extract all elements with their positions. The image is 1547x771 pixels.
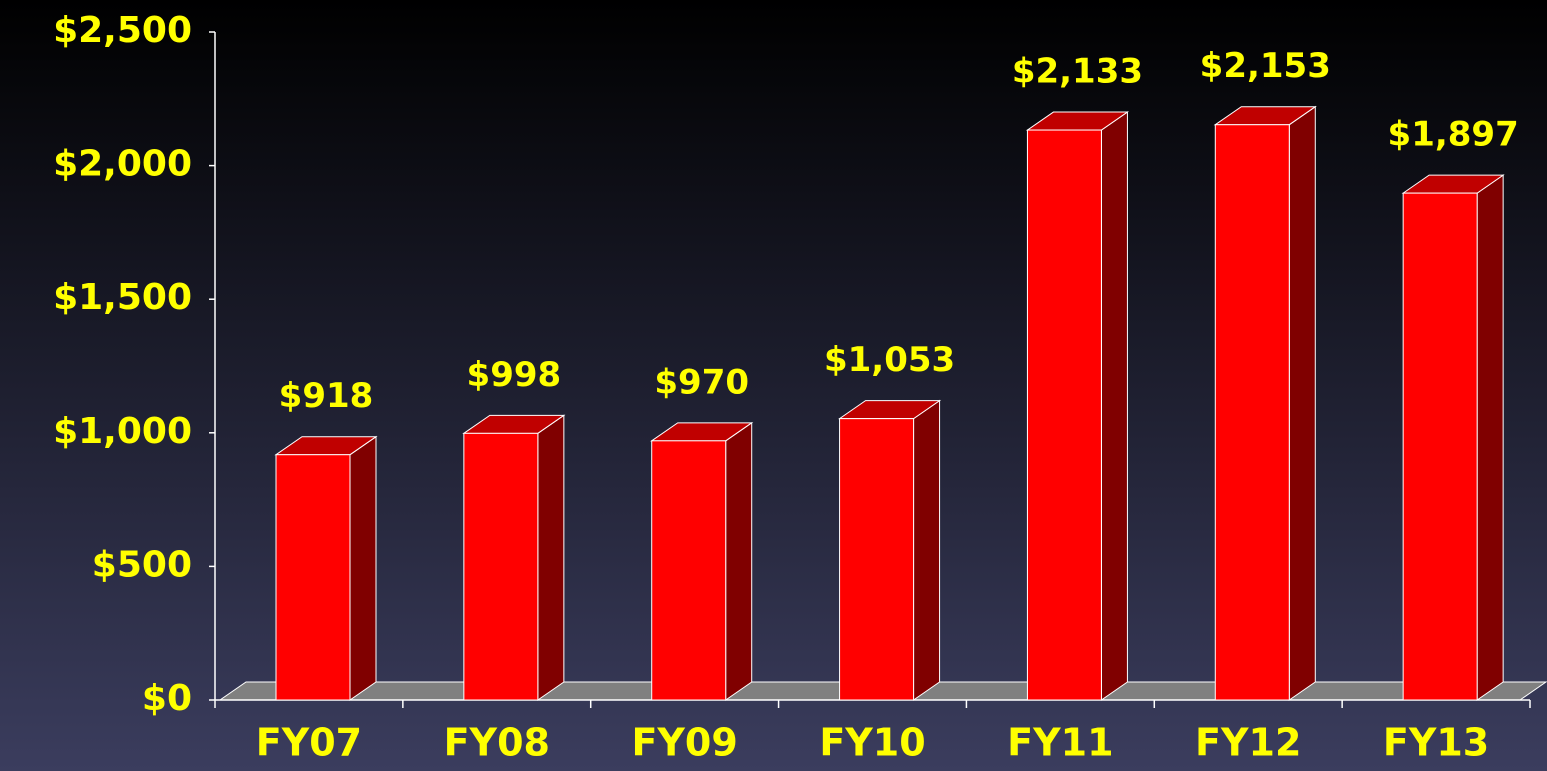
bar [837, 399, 942, 701]
bar [1213, 105, 1317, 701]
value-label: $1,897 [1388, 115, 1519, 155]
bar-side [913, 399, 941, 701]
y-tick-label: $2,000 [53, 144, 192, 185]
bar-front [1402, 192, 1478, 701]
bar [462, 414, 566, 701]
bar-side [537, 414, 565, 701]
bar-front [839, 418, 915, 701]
bar-front [1214, 124, 1290, 701]
bar-side [349, 435, 377, 701]
bar-front [651, 440, 727, 701]
bar-side [1288, 105, 1316, 701]
x-tick-label: FY13 [1383, 721, 1489, 765]
x-tick-label: FY07 [256, 721, 362, 765]
bar-front [1026, 129, 1102, 701]
bar-front [463, 432, 539, 701]
x-tick-label: FY12 [1195, 721, 1301, 765]
y-tick-label: $2,500 [53, 10, 192, 51]
y-tick-label: $1,500 [53, 277, 192, 318]
y-tick-label: $0 [142, 678, 192, 719]
value-label: $970 [654, 362, 749, 402]
bar [1401, 174, 1505, 701]
bar-front [275, 454, 351, 701]
value-label: $1,053 [824, 340, 955, 380]
value-label: $2,133 [1012, 52, 1143, 92]
y-tick-label: $1,000 [53, 411, 192, 452]
bar-side [1476, 174, 1504, 701]
x-tick-label: FY10 [819, 721, 925, 765]
value-label: $2,153 [1200, 46, 1331, 86]
bar-side [1100, 111, 1128, 701]
bar [274, 435, 378, 701]
x-tick-label: FY09 [631, 721, 737, 765]
y-tick-label: $500 [92, 544, 192, 585]
bar-side [725, 421, 753, 701]
value-label: $998 [467, 355, 562, 395]
bar [1025, 111, 1130, 701]
value-label: $918 [279, 376, 374, 416]
x-tick-label: FY11 [1007, 721, 1113, 765]
x-tick-label: FY08 [444, 721, 550, 765]
bar [650, 421, 754, 701]
